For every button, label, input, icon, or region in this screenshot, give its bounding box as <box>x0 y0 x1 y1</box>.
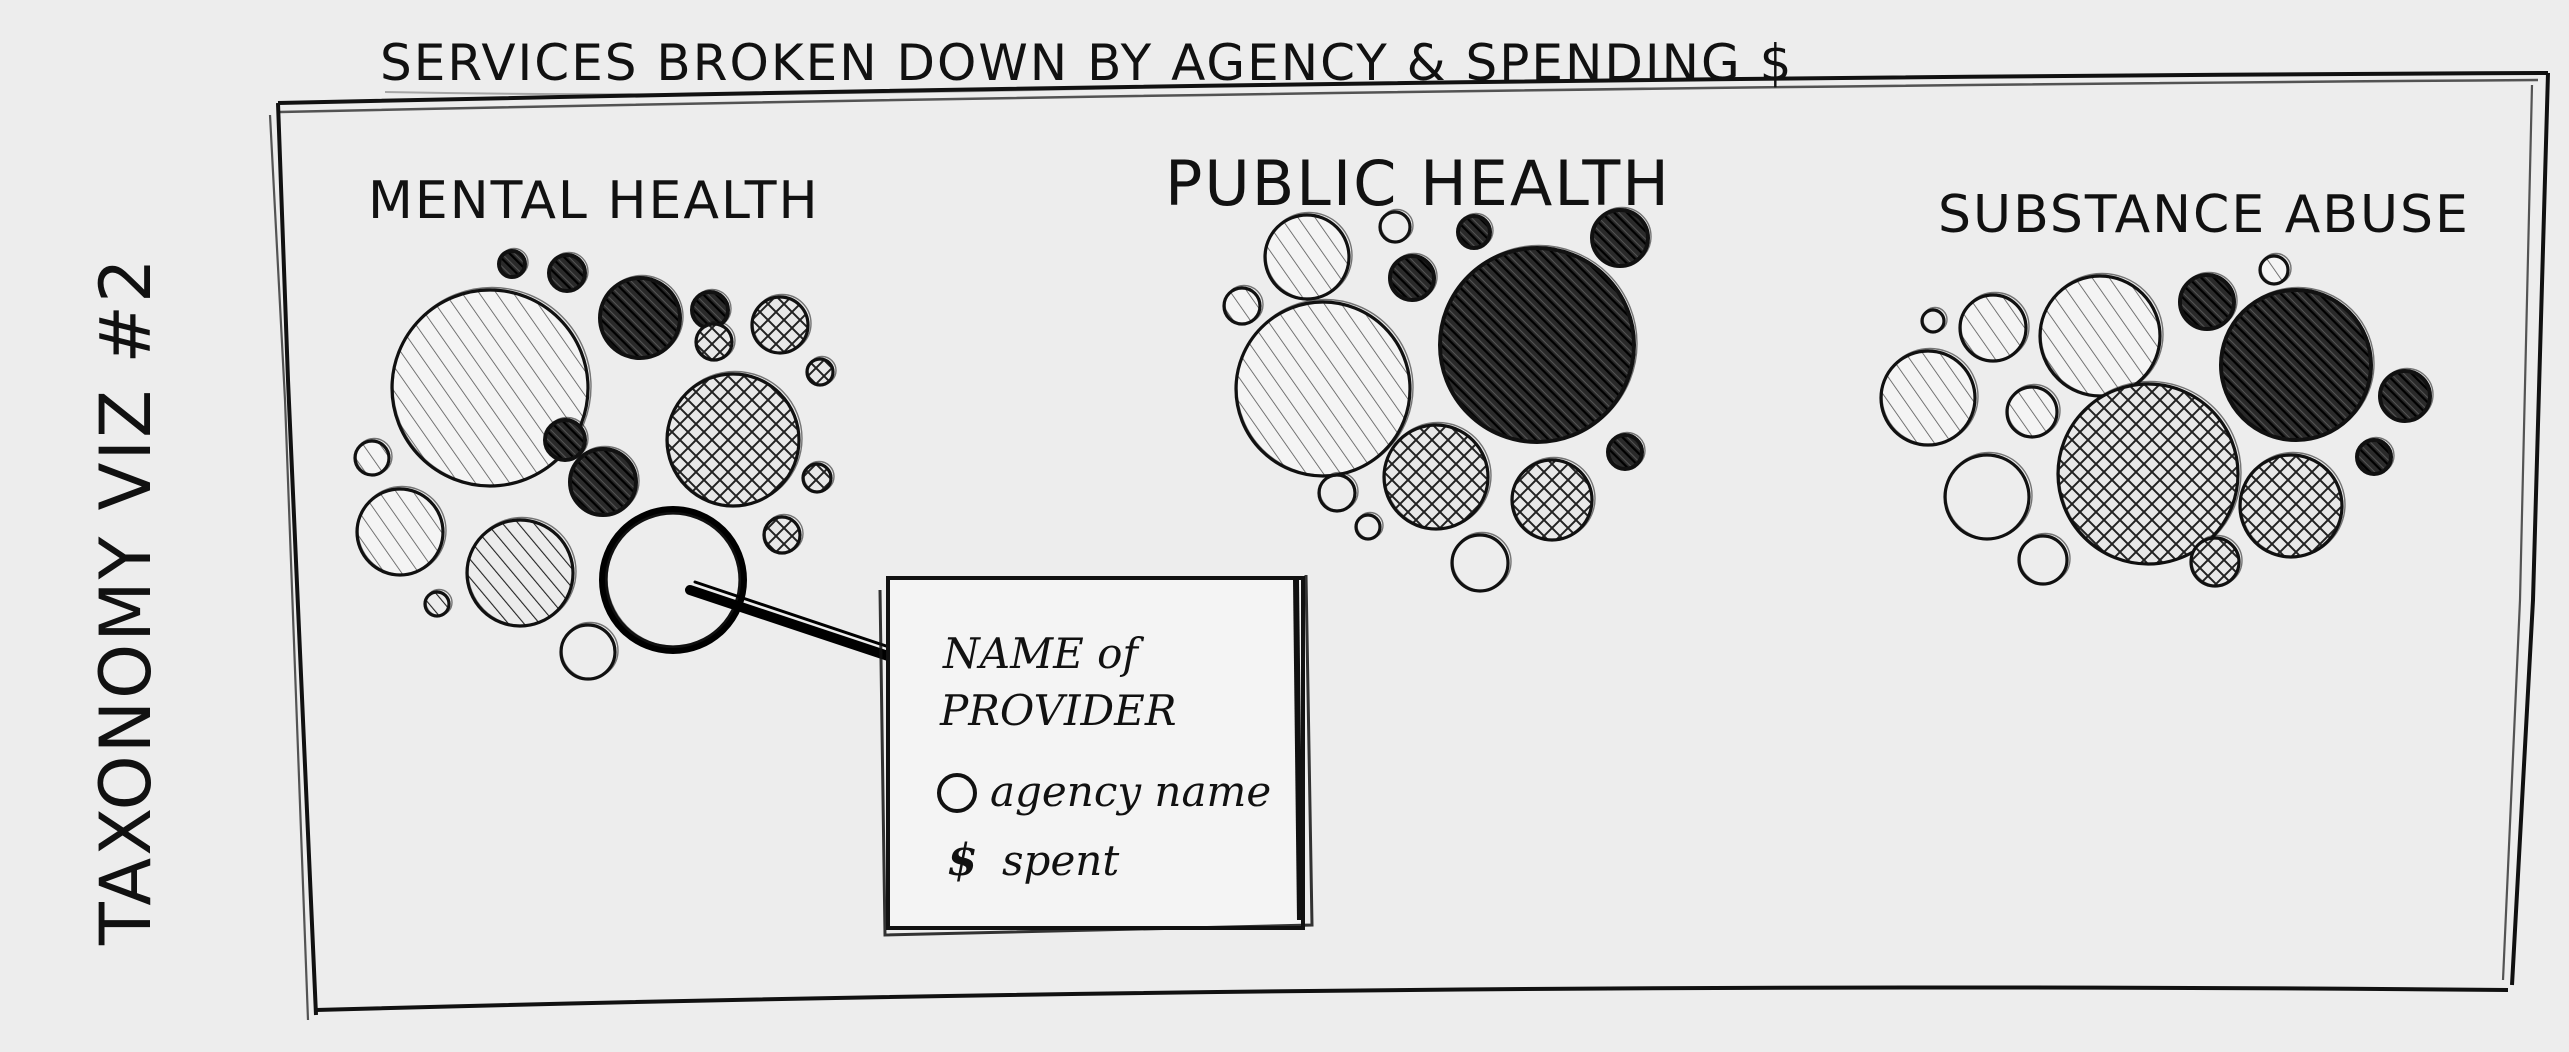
bubble[interactable] <box>355 487 445 577</box>
bubble[interactable] <box>2238 453 2344 559</box>
bubble-outline <box>807 355 837 386</box>
tooltip-title-line1: NAME of <box>942 629 1144 678</box>
bubble[interactable] <box>2178 273 2236 331</box>
cluster-label-substance-abuse: SUBSTANCE ABUSE <box>1938 185 2470 245</box>
bubble[interactable] <box>2219 288 2373 442</box>
bubble[interactable] <box>598 276 682 360</box>
frame <box>268 71 2550 1021</box>
dollar-icon: $ <box>947 835 978 886</box>
bubble[interactable] <box>2189 536 2241 588</box>
bubble-outline <box>1440 244 1638 443</box>
bubble-outline <box>2260 252 2292 285</box>
tooltip-connector <box>685 580 905 665</box>
bubble-outline <box>1960 291 2030 362</box>
bubble-outline <box>1356 511 1384 540</box>
bubble-outline <box>764 513 804 554</box>
bubble-outline <box>1922 306 1948 333</box>
provider-tooltip: NAME of PROVIDER agency name $ spent <box>878 574 1314 937</box>
bubble-outline <box>667 370 803 507</box>
bubble[interactable] <box>1510 458 1594 542</box>
bubble[interactable] <box>2017 534 2069 586</box>
bubble-outline <box>803 460 835 493</box>
bubble[interactable] <box>1450 533 1510 593</box>
bubble[interactable] <box>2005 385 2059 439</box>
bubble[interactable] <box>568 447 638 517</box>
sheet-title: SERVICES BROKEN DOWN BY AGENCY & SPENDIN… <box>380 34 1794 92</box>
bubble-layer <box>353 206 2434 681</box>
bubble-outline <box>355 437 393 476</box>
bubble[interactable] <box>1382 423 1490 531</box>
bubble-outline <box>2221 286 2375 441</box>
tooltip-spent-row: spent <box>1002 836 1119 885</box>
bubble-outline <box>696 320 736 361</box>
bubble-outline <box>2380 367 2434 422</box>
bubble[interactable] <box>1879 349 1977 447</box>
cluster-label-mental-health: MENTAL HEALTH <box>368 171 820 231</box>
tooltip-title-line2: PROVIDER <box>939 686 1176 735</box>
bubble-outline <box>2058 380 2242 565</box>
bubble[interactable] <box>559 623 617 681</box>
bubble[interactable] <box>665 372 801 508</box>
bubble-outline <box>467 516 577 627</box>
bubble-outline <box>2007 383 2061 438</box>
bubble[interactable] <box>1590 208 1650 268</box>
bubble-outline <box>2357 436 2395 475</box>
bubble[interactable] <box>750 295 810 355</box>
bubble-outline <box>545 416 589 461</box>
bubble[interactable] <box>1943 453 2031 541</box>
tooltip-agency-row: agency name <box>990 767 1271 816</box>
bubble-outline <box>1224 284 1264 325</box>
bubble-outline <box>549 251 589 292</box>
bubble[interactable] <box>1958 293 2028 363</box>
cluster-label-public-health: PUBLIC HEALTH <box>1165 147 1671 220</box>
bubble[interactable] <box>604 511 742 649</box>
bubble-cluster-substance-abuse <box>1879 252 2434 588</box>
bubble-cluster-mental-health <box>353 247 837 681</box>
bubble-outline <box>1390 252 1438 301</box>
bubble-outline <box>600 274 684 359</box>
side-label: TAXONOMY VIZ #2 <box>85 256 167 946</box>
bubble-outline <box>1380 208 1414 243</box>
bubble-outline <box>2191 534 2243 587</box>
bubble-outline <box>392 286 592 487</box>
bubble-outline <box>1236 298 1414 477</box>
bubble-outline <box>499 247 529 278</box>
bubble-outline <box>357 485 447 576</box>
bubble-outline <box>1592 206 1652 267</box>
bubble-cluster-public-health <box>1222 206 1652 593</box>
bubble-outline <box>1452 531 1512 592</box>
bubble-outline <box>1319 471 1359 512</box>
bubble-outline <box>2180 271 2238 330</box>
circle-icon <box>937 773 977 813</box>
bubble-outline <box>1265 211 1353 300</box>
bubble-outline <box>2240 451 2346 558</box>
bubble-outline <box>561 621 619 680</box>
selected-bubble-ring <box>599 506 747 654</box>
bubble[interactable] <box>1263 213 1351 301</box>
bubble[interactable] <box>2038 274 2162 398</box>
bubble-outline <box>1881 347 1979 446</box>
bubble[interactable] <box>465 518 575 628</box>
bubble-outline <box>570 445 640 516</box>
bubble-outline <box>2019 532 2071 585</box>
bubble-outline <box>1458 212 1494 249</box>
bubble[interactable] <box>2378 369 2432 423</box>
bubble-outline <box>1512 456 1596 541</box>
bubble[interactable] <box>1388 254 1436 302</box>
bubble-outline <box>425 588 453 617</box>
bubble-outline <box>1384 421 1492 530</box>
bubble-outline <box>1608 431 1646 470</box>
bubble-outline <box>752 293 812 354</box>
bubble-outline <box>1945 451 2033 540</box>
